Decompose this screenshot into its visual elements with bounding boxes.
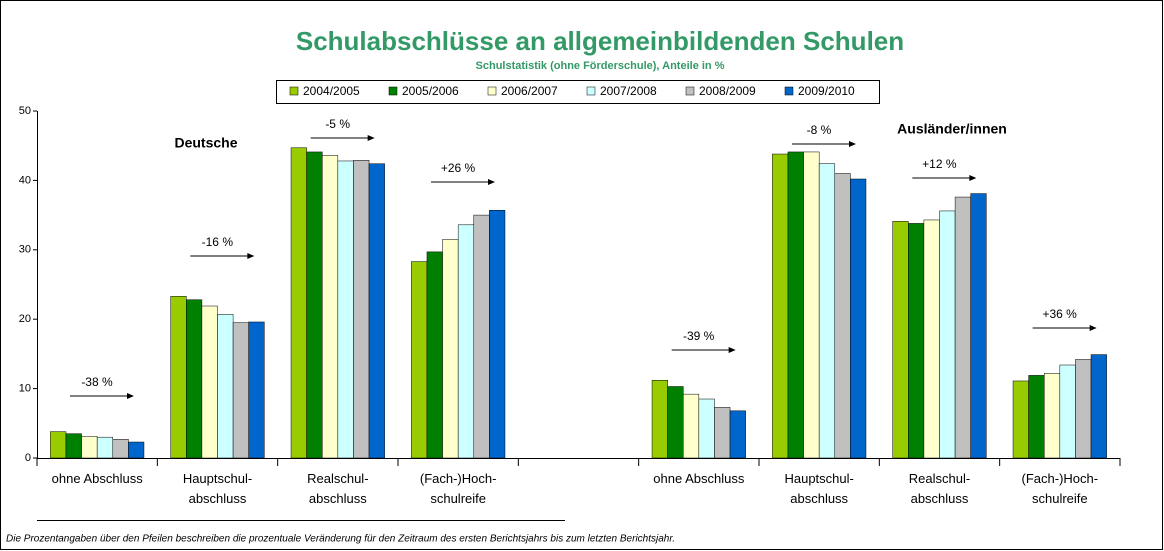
bar	[457, 224, 475, 459]
annotation: +12 %	[922, 157, 957, 171]
chart-title: Schulabschlüsse an allgemeinbildenden Sc…	[296, 26, 904, 56]
bar	[939, 210, 956, 459]
group-label: Ausländer/innen	[897, 121, 1007, 137]
annotation: -8 %	[807, 123, 832, 137]
bar	[81, 436, 98, 459]
arrow-head	[367, 135, 375, 141]
bar	[1043, 373, 1061, 459]
bar	[112, 439, 129, 459]
x-tick-label: ohne Abschluss	[653, 471, 745, 486]
bar	[306, 151, 323, 459]
x-tick-label: (Fach-)Hoch-schulreife	[420, 471, 497, 506]
bar	[337, 160, 354, 459]
bar	[714, 407, 731, 459]
annotation: -39 %	[683, 329, 715, 343]
legend-label: 2004/2005	[303, 84, 360, 98]
legend-label: 2005/2006	[402, 84, 459, 98]
bar	[50, 431, 67, 459]
group-label: Deutsche	[174, 135, 237, 151]
bar	[201, 305, 218, 459]
bar	[970, 193, 987, 459]
y-tick-label: 40	[19, 174, 31, 186]
bar	[217, 314, 234, 459]
bar	[65, 433, 82, 459]
legend-swatch	[685, 86, 695, 96]
y-tick-label: 50	[19, 105, 31, 117]
bar	[489, 209, 506, 459]
bar	[682, 393, 700, 459]
bar	[1075, 359, 1092, 459]
bar	[787, 151, 804, 459]
footnote: Die Prozentangaben über den Pfeilen besc…	[6, 534, 675, 545]
x-tick-label: Realschul-abschluss	[909, 471, 970, 506]
annotation: -16 %	[202, 235, 234, 249]
y-tick-label: 20	[19, 313, 31, 325]
bar	[651, 380, 668, 459]
bar	[1012, 380, 1029, 459]
bar	[818, 163, 836, 459]
bar	[834, 173, 851, 459]
arrow-head	[728, 347, 736, 353]
annotation: -38 %	[81, 375, 113, 389]
bar	[1028, 375, 1045, 459]
bar	[1090, 354, 1107, 459]
x-tick-label: Hauptschul-abschluss	[784, 471, 853, 506]
bar	[96, 436, 114, 459]
x-tick-label: (Fach-)Hoch-schulreife	[1022, 471, 1099, 506]
legend-swatch	[487, 86, 497, 96]
arrow-head	[488, 179, 495, 185]
bar	[248, 321, 265, 459]
bar	[442, 239, 459, 459]
legend-swatch	[388, 86, 398, 96]
bar	[232, 322, 249, 459]
bar	[1059, 364, 1076, 459]
bar	[170, 296, 187, 459]
legend-box	[276, 80, 880, 104]
y-tick-label: 10	[19, 383, 31, 395]
bar	[426, 251, 443, 459]
arrow-head	[1089, 325, 1097, 331]
bar	[473, 214, 490, 459]
bar	[321, 155, 339, 459]
arrow-head	[247, 253, 255, 259]
bar	[803, 151, 820, 459]
legend-swatch	[289, 86, 299, 96]
legend-label: 2007/2008	[600, 84, 657, 98]
y-tick-label: 30	[19, 244, 31, 256]
annotation: +26 %	[441, 161, 476, 175]
legend-swatch	[586, 86, 596, 96]
bar	[908, 223, 925, 459]
bar	[667, 386, 684, 459]
bar	[128, 441, 145, 459]
bar	[729, 410, 746, 459]
x-tick-label: Realschul-abschluss	[307, 471, 368, 506]
bar	[353, 160, 370, 459]
annotation: -5 %	[325, 117, 350, 131]
legend-swatch	[784, 86, 794, 96]
bar	[290, 147, 307, 459]
arrow-head	[127, 393, 134, 399]
bar	[186, 299, 203, 459]
bar	[850, 178, 867, 459]
bar	[698, 398, 715, 459]
arrow-head	[849, 141, 856, 147]
arrow-head	[969, 175, 977, 181]
bar	[954, 196, 971, 459]
x-tick-label: Hauptschul-abschluss	[183, 471, 252, 506]
bar	[892, 221, 909, 459]
x-tick-label: ohne Abschluss	[52, 471, 144, 486]
annotation: +36 %	[1042, 307, 1077, 321]
bar	[772, 153, 789, 459]
legend-label: 2009/2010	[798, 84, 855, 98]
bar	[411, 261, 428, 459]
legend-label: 2008/2009	[699, 84, 756, 98]
legend-label: 2006/2007	[501, 84, 558, 98]
bar	[923, 219, 940, 459]
bar	[368, 163, 385, 459]
chart-subtitle: Schulstatistik (ohne Förderschule), Ante…	[476, 60, 725, 72]
y-tick-label: 0	[25, 452, 31, 464]
